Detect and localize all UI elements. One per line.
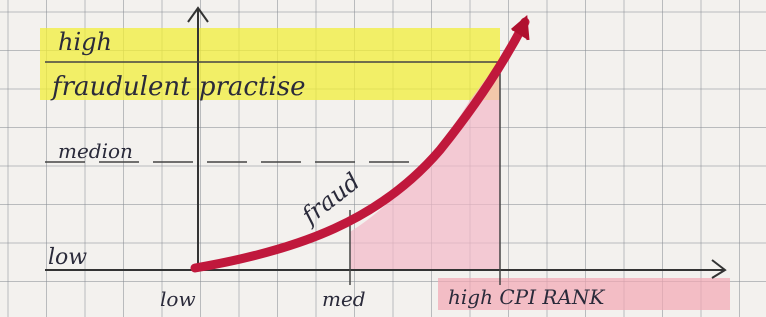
x-label: high CPI RANK <box>448 285 605 309</box>
x-label: low <box>160 287 196 311</box>
x-label: med <box>322 287 366 311</box>
y-label: medion <box>58 139 133 163</box>
y-label: low <box>48 245 87 270</box>
y-label: high <box>58 28 112 56</box>
sketch: high fraudulent practise medion low frau… <box>0 0 766 317</box>
y-label: fraudulent practise <box>50 72 305 102</box>
